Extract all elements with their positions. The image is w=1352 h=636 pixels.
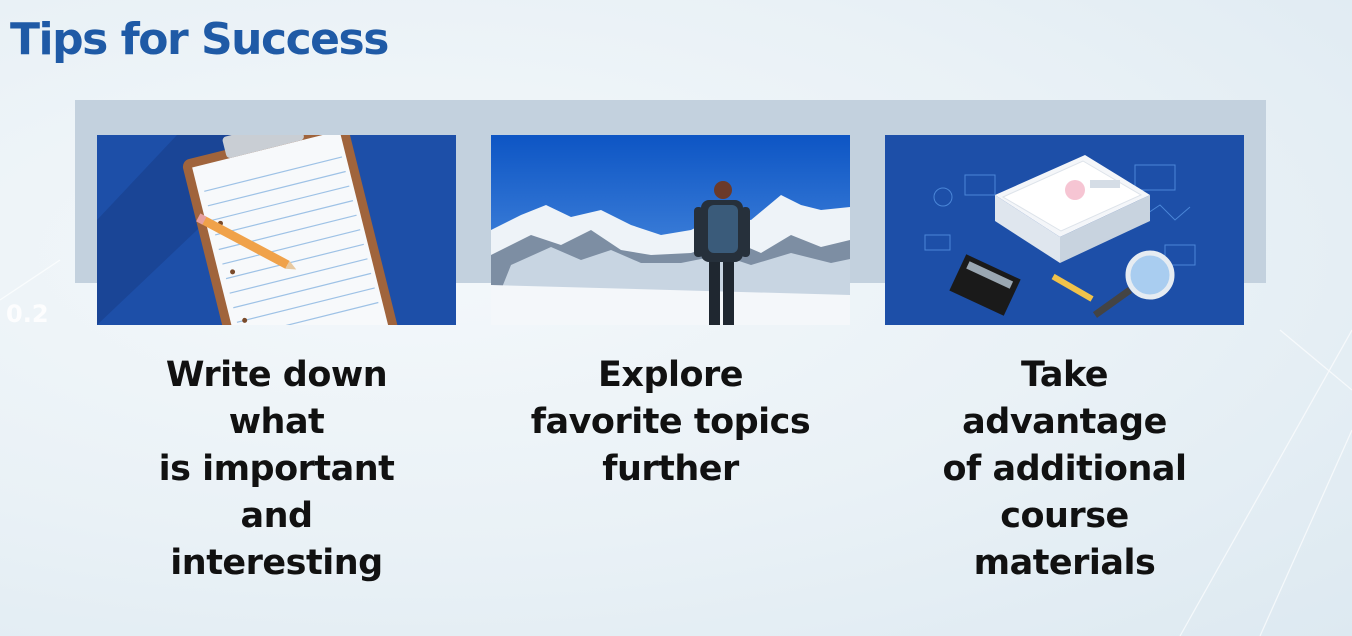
tip-caption-3: Take advantage of additional course mate… [885,352,1244,587]
caption-line: course [1000,496,1129,536]
caption-line: favorite topics [530,402,811,442]
caption-line: advantage [962,402,1167,442]
caption-line: and [240,496,313,536]
paper-stack [995,155,1150,263]
caption-line: Take [1020,355,1109,395]
caption-line: Explore [597,355,744,395]
caption-line: is important [158,449,395,489]
clipboard-pencil-icon [97,135,456,325]
tip-caption-2: Explore favorite topics further [491,352,850,493]
tip-caption-1: Write down what is important and interes… [97,352,456,587]
caption-line: what [228,402,325,442]
caption-line: of additional [942,449,1188,489]
caption-line: Write down [165,355,388,395]
caption-line: materials [973,543,1156,583]
side-number: 0.2 [6,300,49,328]
caption-line: interesting [170,543,383,583]
hiker-figure [694,181,750,325]
mountain-hiker-photo [491,135,850,325]
tip-image-documents [885,135,1244,325]
calculator [949,254,1021,316]
magnifier [1092,250,1175,318]
documents-calculator-magnifier-icon [885,135,1244,325]
page-title: Tips for Success [10,14,389,65]
tip-image-mountain [491,135,850,325]
tip-image-clipboard [97,135,456,325]
caption-line: further [602,449,739,489]
